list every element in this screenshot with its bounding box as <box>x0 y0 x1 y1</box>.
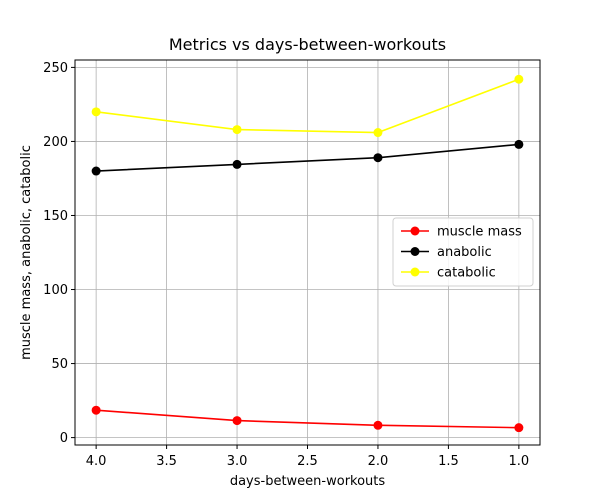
series-line-anabolic <box>96 143 519 172</box>
x-tick-label: 2.0 <box>368 454 389 469</box>
axis-ticks: 4.0 3.5 3.0 2.5 2.0 1.5 1.0 0 50 100 150 200 250 <box>43 61 529 469</box>
data-point-muscle-mass <box>232 416 242 426</box>
chart-title: Metrics vs days-between-workouts <box>169 35 446 54</box>
data-point-anabolic <box>514 139 524 149</box>
data-point-muscle-mass <box>91 405 101 415</box>
x-tick-label: 1.5 <box>438 454 459 469</box>
data-point-anabolic <box>232 159 242 169</box>
legend-swatch-marker-catabolic <box>410 267 420 277</box>
legend-label-catabolic: catabolic <box>437 266 496 281</box>
data-point-anabolic <box>373 153 383 163</box>
data-point-muscle-mass <box>373 420 383 430</box>
y-tick-label: 200 <box>43 135 68 150</box>
series-line-muscle-mass <box>96 409 519 429</box>
legend: muscle mass anabolic catabolic <box>392 217 534 287</box>
x-tick-label: 1.0 <box>509 454 530 469</box>
y-axis-label: muscle mass, anabolic, catabolic <box>19 145 34 360</box>
plot-series <box>91 74 524 433</box>
legend-box <box>392 217 534 287</box>
y-tick-label: 0 <box>60 431 68 446</box>
x-tick-label: 3.0 <box>227 454 248 469</box>
data-point-anabolic <box>91 166 101 176</box>
data-point-catabolic <box>514 74 524 84</box>
x-axis-label: days-between-workouts <box>230 474 386 489</box>
x-tick-label: 4.0 <box>86 454 107 469</box>
series-line-catabolic <box>96 78 520 134</box>
x-tick-label: 3.5 <box>156 454 177 469</box>
legend-swatch-marker-muscle-mass <box>410 226 420 236</box>
data-point-catabolic <box>232 125 242 135</box>
y-tick-label: 150 <box>43 209 68 224</box>
y-tick-label: 100 <box>43 283 68 298</box>
legend-swatch-marker-anabolic <box>410 247 420 256</box>
y-tick-label: 250 <box>43 61 68 76</box>
y-tick-label: 50 <box>51 357 68 372</box>
data-point-muscle-mass <box>514 423 524 433</box>
legend-label-anabolic: anabolic <box>437 245 492 260</box>
x-tick-label: 2.5 <box>297 454 318 469</box>
data-point-catabolic <box>91 107 101 117</box>
legend-label-muscle-mass: muscle mass <box>437 225 522 240</box>
data-point-catabolic <box>373 128 383 138</box>
